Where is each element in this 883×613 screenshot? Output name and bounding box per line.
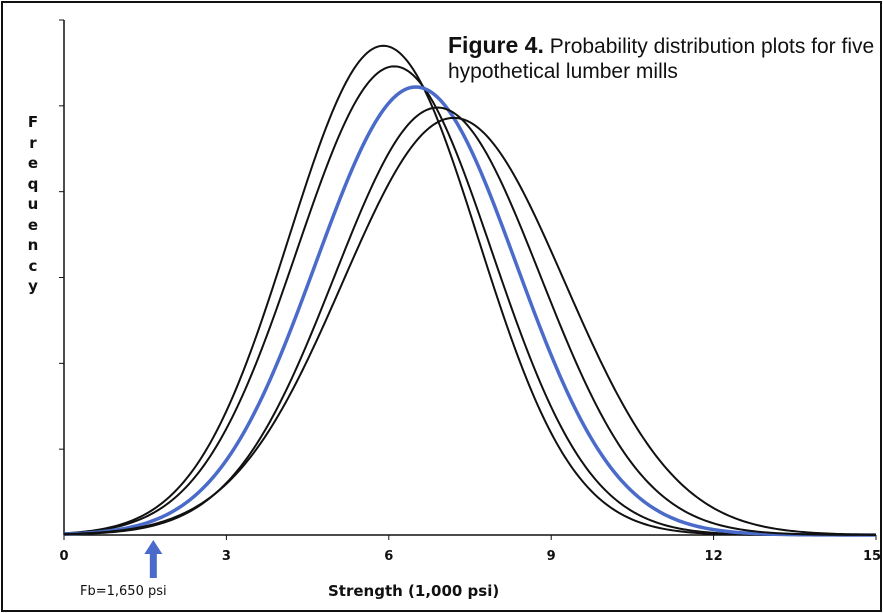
fb-annotation-label: Fb=1,650 psi — [80, 584, 167, 599]
x-tick-label: 6 — [384, 549, 393, 564]
series-line-5 — [63, 116, 877, 536]
x-tick-label: 15 — [863, 549, 881, 564]
x-tick-label: 12 — [705, 549, 723, 564]
series-line-3 — [63, 85, 876, 537]
y-axis-ticks — [59, 19, 64, 450]
figure-title: Probability distribution plots for five … — [448, 35, 875, 83]
x-tick-label: 3 — [222, 549, 231, 564]
x-tick-label: 9 — [547, 549, 556, 564]
x-axis-label: Strength (1,000 psi) — [328, 582, 500, 600]
y-axis-label: Frequency — [27, 113, 39, 295]
series-line-4 — [63, 106, 876, 536]
series-line-2 — [63, 65, 876, 536]
x-tick-label: 0 — [59, 549, 68, 564]
figure-caption: Figure 4. Probability distribution plots… — [448, 33, 883, 84]
fb-marker — [144, 540, 163, 578]
series-line-1 — [63, 44, 876, 536]
series-group — [63, 44, 877, 537]
figure-number: Figure 4. — [448, 32, 544, 58]
fb-arrow-head — [144, 540, 163, 554]
x-axis-ticks: 0 3 6 9 12 15 — [59, 535, 881, 564]
fb-arrow-shaft — [149, 552, 157, 578]
